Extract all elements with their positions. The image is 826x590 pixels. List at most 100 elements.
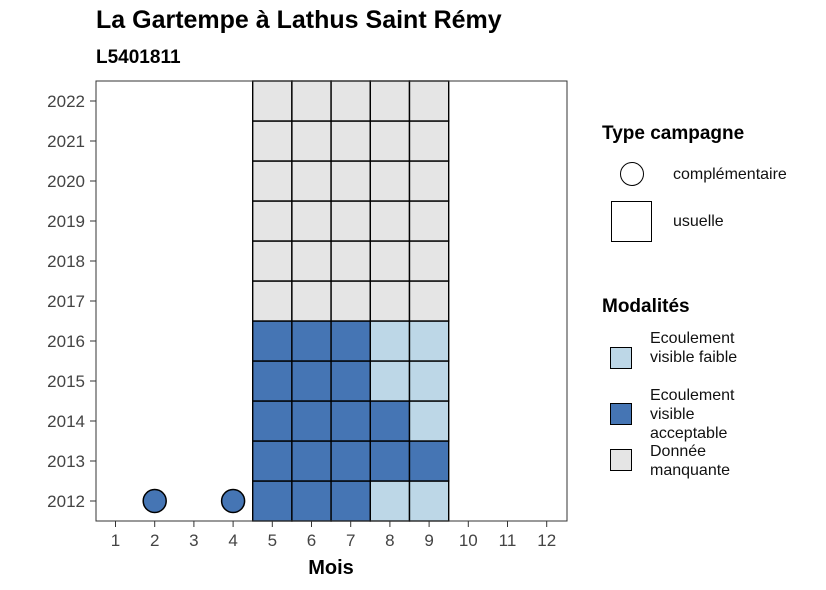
legend-circle-icon	[620, 162, 644, 186]
legend-manquante-label: Donnée manquante	[650, 443, 731, 479]
cell-2022-6	[291, 80, 332, 122]
cell-2016-8	[369, 320, 411, 362]
cell-2014-9	[408, 400, 450, 442]
cell-2016-7	[330, 320, 372, 362]
cell-2014-8	[369, 400, 411, 442]
cell-2017-6	[291, 280, 332, 322]
cell-2020-9	[408, 160, 450, 202]
x-tick-label: 1	[111, 531, 120, 550]
cell-2012-7	[330, 480, 372, 522]
y-tick-label: 2014	[47, 412, 85, 431]
cell-2020-5	[251, 160, 293, 202]
cell-2019-8	[369, 200, 411, 242]
cell-2017-5	[251, 280, 293, 322]
cell-2015-6	[291, 360, 332, 402]
cell-2012-6	[291, 480, 332, 522]
chart-subtitle: L5401811	[96, 47, 181, 68]
x-tick-label: 7	[346, 531, 355, 550]
y-axis: 2012 2013 2014 2015 2016 2017 2018 2019 2020 2021…	[47, 92, 96, 511]
cell-2015-8	[369, 360, 411, 402]
x-tick-label: 8	[385, 531, 394, 550]
cell-2018-5	[251, 240, 293, 282]
legend-usuelle-label: usuelle	[673, 213, 724, 230]
cell-2013-8	[369, 440, 411, 482]
cell-2015-5	[251, 360, 293, 402]
cell-2021-9	[408, 120, 450, 162]
x-tick-label: 4	[228, 531, 237, 550]
cell-2019-5	[251, 200, 293, 242]
cell-2021-7	[330, 120, 372, 162]
cell-2022-5	[251, 80, 293, 122]
x-axis: 1 2 3 4 5 6 7 8 9 10 11 12	[111, 521, 556, 550]
cell-2020-6	[291, 160, 332, 202]
x-tick-label: 9	[424, 531, 433, 550]
y-tick-label: 2019	[47, 212, 85, 231]
cell-2022-7	[330, 80, 372, 122]
cell-2018-9	[408, 240, 450, 282]
y-tick-label: 2016	[47, 332, 85, 351]
cell-2015-7	[330, 360, 372, 402]
cell-2012-5	[251, 480, 293, 522]
cell-2022-9	[408, 80, 450, 122]
x-tick-label: 3	[189, 531, 198, 550]
legend-complementaire-label: complémentaire	[673, 166, 787, 183]
cell-2017-7	[330, 280, 372, 322]
cell-2020-8	[369, 160, 411, 202]
point-2012-4	[220, 488, 246, 514]
x-tick-label: 12	[537, 531, 556, 550]
y-tick-label: 2015	[47, 372, 85, 391]
y-tick-label: 2012	[47, 492, 85, 511]
y-tick-label: 2013	[47, 452, 85, 471]
y-tick-label: 2021	[47, 132, 85, 151]
cell-2013-9	[408, 440, 450, 482]
cell-2018-6	[291, 240, 332, 282]
legend-type-title: Type campagne	[602, 123, 745, 144]
legend-manquante-swatch	[610, 449, 632, 471]
y-tick-label: 2022	[47, 92, 85, 111]
usuelle-cells	[251, 80, 450, 522]
complementaire-points	[142, 488, 246, 514]
cell-2015-9	[408, 360, 450, 402]
x-tick-label: 11	[499, 531, 517, 550]
cell-2016-5	[251, 320, 293, 362]
cell-2018-7	[330, 240, 372, 282]
x-tick-label: 6	[307, 531, 316, 550]
chart-title: La Gartempe à Lathus Saint Rémy	[96, 6, 502, 34]
cell-2017-9	[408, 280, 450, 322]
cell-2013-7	[330, 440, 372, 482]
cell-2019-7	[330, 200, 372, 242]
cell-2018-8	[369, 240, 411, 282]
cell-2012-8	[369, 480, 411, 522]
cell-2019-6	[291, 200, 332, 242]
x-tick-label: 10	[459, 531, 478, 550]
point-2012-2	[142, 488, 167, 514]
cell-2019-9	[408, 200, 450, 242]
cell-2021-6	[291, 120, 332, 162]
cell-2021-5	[251, 120, 293, 162]
y-tick-label: 2020	[47, 172, 85, 191]
cell-2014-7	[330, 400, 372, 442]
cell-2016-9	[408, 320, 450, 362]
y-tick-label: 2017	[47, 292, 85, 311]
cell-2013-6	[291, 440, 332, 482]
cell-2021-8	[369, 120, 411, 162]
cell-2014-5	[251, 400, 293, 442]
cell-2017-8	[369, 280, 411, 322]
x-tick-label: 5	[268, 531, 277, 550]
cell-2014-6	[291, 400, 332, 442]
cell-2022-8	[369, 80, 411, 122]
x-axis-title: Mois	[308, 557, 354, 579]
cell-2012-9	[408, 480, 450, 522]
cell-2020-7	[330, 160, 372, 202]
cell-2013-5	[251, 440, 293, 482]
x-tick-label: 2	[150, 531, 159, 550]
legend-acceptable-label: Ecoulement visible acceptable	[650, 387, 735, 442]
legend-faible-label: Ecoulement visible faible	[650, 330, 738, 366]
legend-faible-swatch	[610, 347, 632, 369]
cell-2016-6	[291, 320, 332, 362]
legend-acceptable-swatch	[610, 403, 632, 425]
legend-square-icon	[611, 201, 652, 242]
y-tick-label: 2018	[47, 252, 85, 271]
legend-modalites-title: Modalités	[602, 296, 690, 317]
